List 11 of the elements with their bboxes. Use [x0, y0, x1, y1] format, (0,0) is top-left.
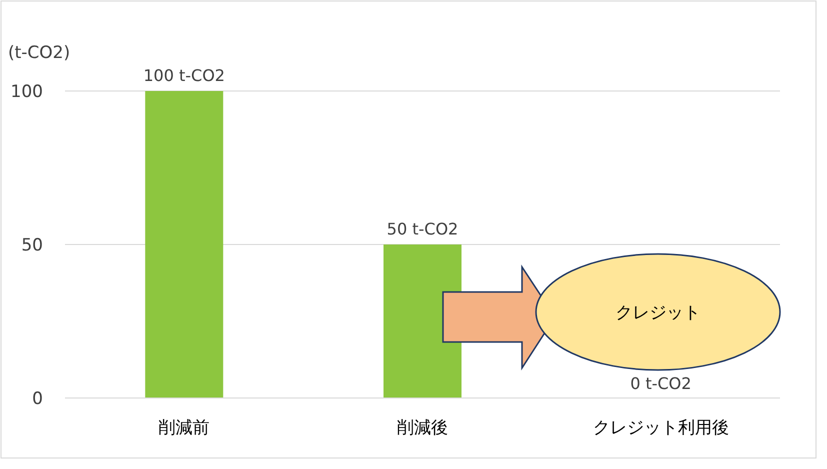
annotation: クレジット	[616, 303, 700, 323]
data-label: 0 t-CO2	[630, 374, 692, 393]
data-label: 100 t-CO2	[143, 66, 225, 85]
y-axis-title: (t-CO2)	[8, 43, 70, 63]
x-tick-label: 削減後	[397, 418, 448, 438]
data-label: 50 t-CO2	[386, 220, 458, 238]
y-tick-label: 0	[32, 389, 43, 409]
x-tick-label: 削減前	[158, 418, 210, 438]
x-tick-label: クレジット利用後	[592, 418, 729, 438]
y-tick-label: 100	[10, 82, 43, 102]
y-tick-label: 50	[21, 236, 43, 256]
